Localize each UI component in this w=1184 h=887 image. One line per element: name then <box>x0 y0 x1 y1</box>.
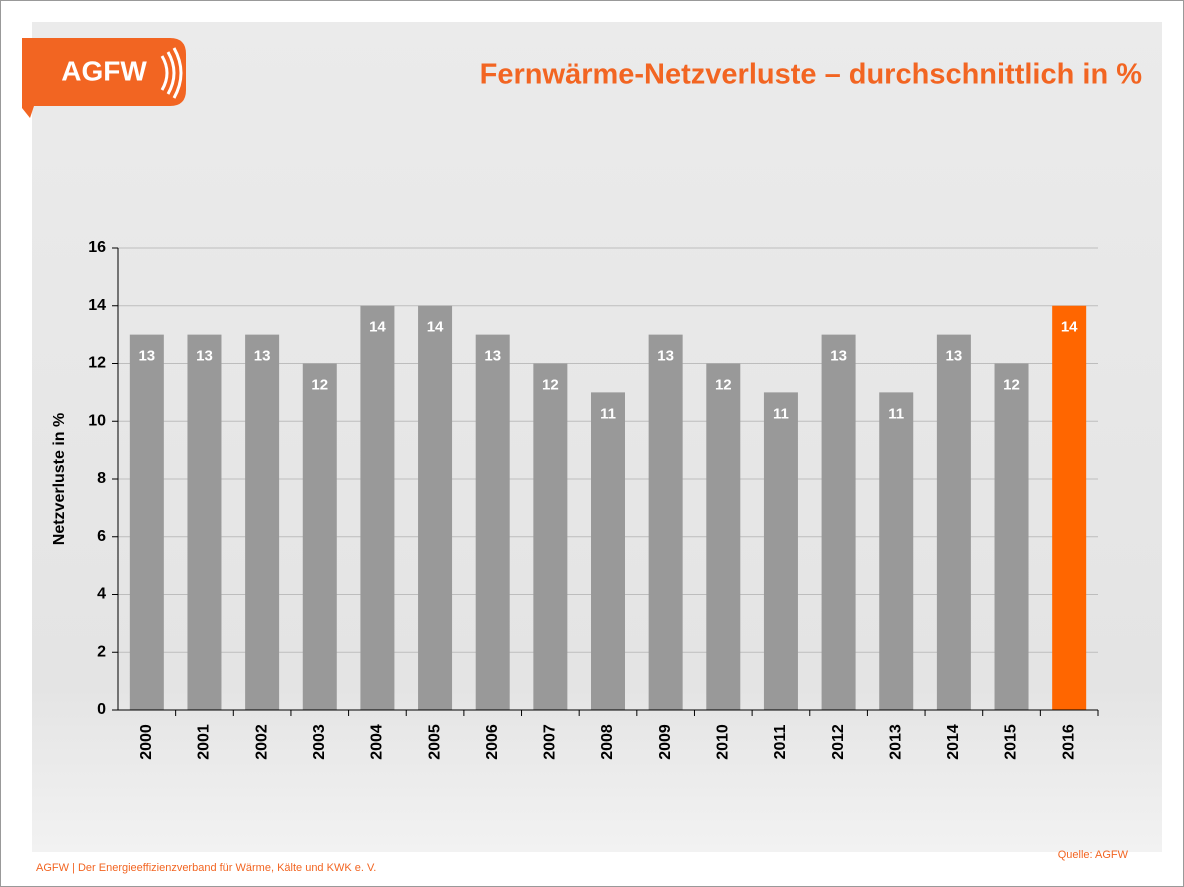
x-tick-label: 2013 <box>887 724 904 760</box>
x-tick-label: 2010 <box>715 724 732 760</box>
page: {"logo": "AGFW", "footer": "AGFW | Der E… <box>0 0 1184 887</box>
bar <box>1052 306 1086 710</box>
x-tick-label: 2005 <box>426 724 443 760</box>
x-tick-label: 2007 <box>542 724 559 760</box>
data-label: 13 <box>657 348 674 365</box>
bar <box>764 392 798 710</box>
x-tick-label: 2001 <box>196 724 213 760</box>
bar <box>130 335 164 710</box>
bar <box>476 335 510 710</box>
chart-title: Fernwärme-Netzverluste – durchschnittlic… <box>480 59 1143 91</box>
data-label: 12 <box>1003 376 1020 393</box>
data-label: 14 <box>369 319 386 336</box>
y-tick-label: 4 <box>97 586 106 603</box>
bar <box>649 335 683 710</box>
data-label: 14 <box>1061 319 1078 336</box>
x-tick-label: 2002 <box>253 724 270 760</box>
y-tick-label: 6 <box>97 528 106 545</box>
bar <box>591 392 625 710</box>
x-tick-label: 2000 <box>138 724 155 760</box>
data-label: 11 <box>888 405 904 422</box>
x-tick-label: 2015 <box>1003 724 1020 760</box>
chart: AGFW Fernwärme-Netzverluste – durchschni… <box>0 0 1184 887</box>
data-label: 12 <box>542 376 559 393</box>
data-label: 13 <box>196 348 213 365</box>
y-tick-label: 14 <box>88 297 106 314</box>
x-tick-label: 2012 <box>830 724 847 760</box>
bar <box>360 306 394 710</box>
x-tick-label: 2004 <box>369 724 386 760</box>
source: Quelle: AGFW <box>1058 849 1129 861</box>
bar <box>822 335 856 710</box>
data-label: 11 <box>600 405 616 422</box>
y-axis-label: Netzverluste in % <box>51 413 68 545</box>
x-tick-label: 2016 <box>1060 724 1077 760</box>
y-tick-label: 8 <box>97 470 106 487</box>
data-label: 13 <box>138 348 155 365</box>
data-label: 12 <box>311 376 328 393</box>
bar <box>303 364 337 711</box>
x-tick-label: 2006 <box>484 724 501 760</box>
y-tick-label: 10 <box>88 412 106 429</box>
x-tick-label: 2008 <box>599 724 616 760</box>
y-tick-label: 12 <box>88 355 106 372</box>
bar <box>879 392 913 710</box>
bar <box>995 364 1029 711</box>
data-label: 14 <box>427 319 444 336</box>
data-label: 13 <box>946 348 963 365</box>
x-tick-label: 2011 <box>772 725 789 760</box>
x-tick-label: 2003 <box>311 724 328 760</box>
bar <box>533 364 567 711</box>
bar <box>418 306 452 710</box>
data-label: 11 <box>773 405 789 422</box>
data-label: 13 <box>254 348 271 365</box>
y-tick-label: 0 <box>97 701 106 718</box>
footer: AGFW | Der Energieeffizienzverband für W… <box>36 862 376 874</box>
bar <box>187 335 221 710</box>
bar <box>245 335 279 710</box>
x-tick-label: 2014 <box>945 724 962 760</box>
logo-text: AGFW <box>61 55 147 86</box>
data-label: 13 <box>484 348 501 365</box>
x-tick-label: 2009 <box>657 724 674 760</box>
y-tick-label: 16 <box>88 239 106 256</box>
data-label: 12 <box>715 376 732 393</box>
data-label: 13 <box>830 348 847 365</box>
bar <box>937 335 971 710</box>
y-tick-label: 2 <box>97 643 106 660</box>
bar <box>706 364 740 711</box>
